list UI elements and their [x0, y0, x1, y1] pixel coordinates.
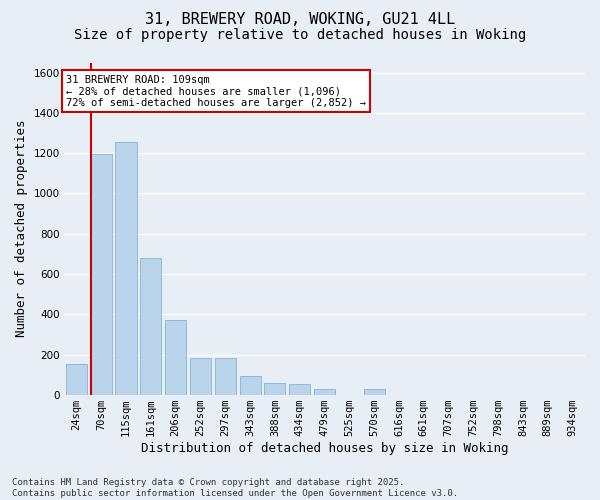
- Bar: [289, 384, 310, 395]
- Bar: [364, 388, 385, 395]
- Y-axis label: Number of detached properties: Number of detached properties: [15, 120, 28, 338]
- Text: 31, BREWERY ROAD, WOKING, GU21 4LL: 31, BREWERY ROAD, WOKING, GU21 4LL: [145, 12, 455, 26]
- Text: 31 BREWERY ROAD: 109sqm
← 28% of detached houses are smaller (1,096)
72% of semi: 31 BREWERY ROAD: 109sqm ← 28% of detache…: [66, 74, 366, 108]
- Bar: [314, 388, 335, 395]
- Bar: [190, 358, 211, 395]
- Bar: [140, 258, 161, 395]
- Text: Contains HM Land Registry data © Crown copyright and database right 2025.
Contai: Contains HM Land Registry data © Crown c…: [12, 478, 458, 498]
- Bar: [239, 376, 260, 395]
- X-axis label: Distribution of detached houses by size in Woking: Distribution of detached houses by size …: [141, 442, 508, 455]
- Bar: [265, 382, 286, 395]
- Bar: [115, 142, 137, 395]
- Text: Size of property relative to detached houses in Woking: Size of property relative to detached ho…: [74, 28, 526, 42]
- Bar: [165, 320, 186, 395]
- Bar: [91, 154, 112, 395]
- Bar: [66, 364, 87, 395]
- Bar: [215, 358, 236, 395]
